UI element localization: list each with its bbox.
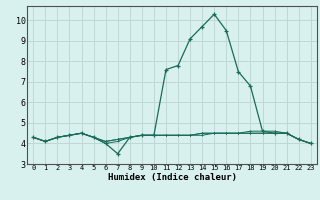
X-axis label: Humidex (Indice chaleur): Humidex (Indice chaleur) bbox=[108, 173, 236, 182]
